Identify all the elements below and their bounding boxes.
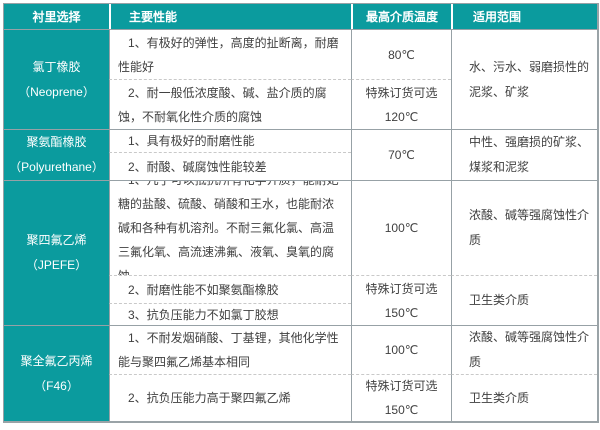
temp-value: 150℃	[384, 305, 419, 320]
lining-name-en: （F46）	[34, 378, 79, 393]
performance-text: 1、具有极好的耐磨性能	[128, 134, 255, 148]
performance-text: 1、有极好的弹性，高度的扯断离，耐磨性能好	[118, 35, 339, 74]
performance-cell: 1、具有极好的耐磨性能	[109, 129, 351, 152]
header-cell-max-temp: 最高介质温度	[351, 4, 451, 29]
performance-text: 3、抗负压能力不如氯丁胶想	[128, 307, 279, 322]
lining-name-en: （Neoprene）	[18, 84, 95, 99]
temp-cell: 100℃	[351, 180, 451, 275]
header-label: 主要性能	[129, 10, 178, 24]
temp-cell: 特殊订货可选 150℃	[351, 275, 451, 325]
performance-cell: 1、几乎可以抵抗所有化学介质，能耐妃糖的盐酸、硫酸、硝酸和王水，也能耐浓碱和各种…	[109, 180, 351, 275]
range-text: 水、污水、弱磨损性的泥浆、矿浆	[469, 59, 590, 99]
header-cell-range: 适用范围	[451, 4, 597, 29]
range-text: 中性、强磨损的矿浆、煤浆和泥浆	[469, 135, 590, 174]
performance-cell: 2、耐磨性能不如聚氨酯橡胶	[109, 275, 351, 303]
lining-name-cn: 聚氨酯橡胶	[26, 135, 87, 149]
header-cell-performance: 主要性能	[109, 4, 351, 29]
performance-text: 2、抗负压能力高于聚四氟乙烯	[128, 391, 291, 405]
range-text: 卫生类介质	[469, 293, 530, 307]
lining-name-en: （Polyurethane）	[9, 160, 104, 174]
performance-cell: 1、不耐发烟硝酸、丁基锂，其他化学性能与聚四氟乙烯基本相同	[109, 325, 351, 374]
performance-cell: 2、耐酸、碱腐蚀性能较差	[109, 152, 351, 180]
temp-value: 80℃	[388, 47, 415, 62]
lining-name-neoprene: 氯丁橡胶 （Neoprene）	[4, 29, 109, 129]
temp-note: 特殊订货可选	[365, 379, 438, 393]
temp-cell: 70℃	[351, 129, 451, 180]
lining-selection-table: 衬里选择 主要性能 最高介质温度 适用范围 氯丁橡胶 （Neoprene） 聚氨…	[3, 3, 599, 423]
temp-note: 特殊订货可选	[365, 85, 438, 100]
temp-cell: 100℃	[351, 325, 451, 374]
performance-cell: 2、耐一般低浓度酸、碱、盐介质的腐蚀，不耐氧化性介质的腐蚀	[109, 79, 351, 129]
range-cell: 浓酸、碱等强腐蚀性介质	[451, 180, 597, 275]
range-cell: 水、污水、弱磨损性的泥浆、矿浆	[451, 29, 597, 129]
lining-name-cn: 聚全氟乙丙烯	[20, 353, 93, 368]
lining-name-en: （JPEFE）	[25, 258, 88, 272]
header-label: 适用范围	[473, 10, 522, 24]
header-label: 衬里选择	[32, 10, 81, 24]
lining-name-polyurethane: 聚氨酯橡胶 （Polyurethane）	[4, 129, 109, 180]
header-cell-lining: 衬里选择	[4, 4, 109, 29]
range-text: 卫生类介质	[469, 390, 530, 405]
range-cell: 浓酸、碱等强腐蚀性介质	[451, 325, 597, 374]
performance-cell: 1、有极好的弹性，高度的扯断离，耐磨性能好	[109, 29, 351, 79]
temp-value: 100℃	[384, 343, 419, 357]
range-text: 浓酸、碱等强腐蚀性介质	[469, 208, 590, 247]
temp-value: 70℃	[388, 148, 415, 162]
range-text: 浓酸、碱等强腐蚀性介质	[469, 330, 590, 369]
lining-name-cn: 聚四氟乙烯	[26, 233, 87, 247]
temp-cell: 特殊订货可选 150℃	[351, 374, 451, 421]
performance-text: 1、不耐发烟硝酸、丁基锂，其他化学性能与聚四氟乙烯基本相同	[118, 331, 339, 369]
performance-text: 1、几乎可以抵抗所有化学介质，能耐妃糖的盐酸、硫酸、硝酸和王水，也能耐浓碱和各种…	[118, 180, 339, 275]
performance-text: 2、耐酸、碱腐蚀性能较差	[128, 159, 267, 174]
lining-name-ptfe: 聚四氟乙烯 （JPEFE）	[4, 180, 109, 325]
lining-name-cn: 氯丁橡胶	[32, 59, 81, 74]
header-label: 最高介质温度	[365, 10, 438, 24]
range-cell: 中性、强磨损的矿浆、煤浆和泥浆	[451, 129, 597, 180]
temp-value: 120℃	[384, 109, 419, 124]
performance-text: 2、耐磨性能不如聚氨酯橡胶	[128, 282, 279, 297]
temp-cell: 特殊订货可选 120℃	[351, 79, 451, 129]
range-cell: 卫生类介质	[451, 374, 597, 421]
temp-cell: 80℃	[351, 29, 451, 79]
lining-name-f46: 聚全氟乙丙烯 （F46）	[4, 325, 109, 421]
performance-cell: 2、抗负压能力高于聚四氟乙烯	[109, 374, 351, 421]
temp-value: 100℃	[384, 221, 419, 235]
range-cell: 卫生类介质	[451, 275, 597, 325]
temp-value: 150℃	[384, 403, 419, 417]
performance-cell: 3、抗负压能力不如氯丁胶想	[109, 303, 351, 325]
performance-text: 2、耐一般低浓度酸、碱、盐介质的腐蚀，不耐氧化性介质的腐蚀	[118, 85, 327, 124]
temp-note: 特殊订货可选	[365, 281, 438, 296]
